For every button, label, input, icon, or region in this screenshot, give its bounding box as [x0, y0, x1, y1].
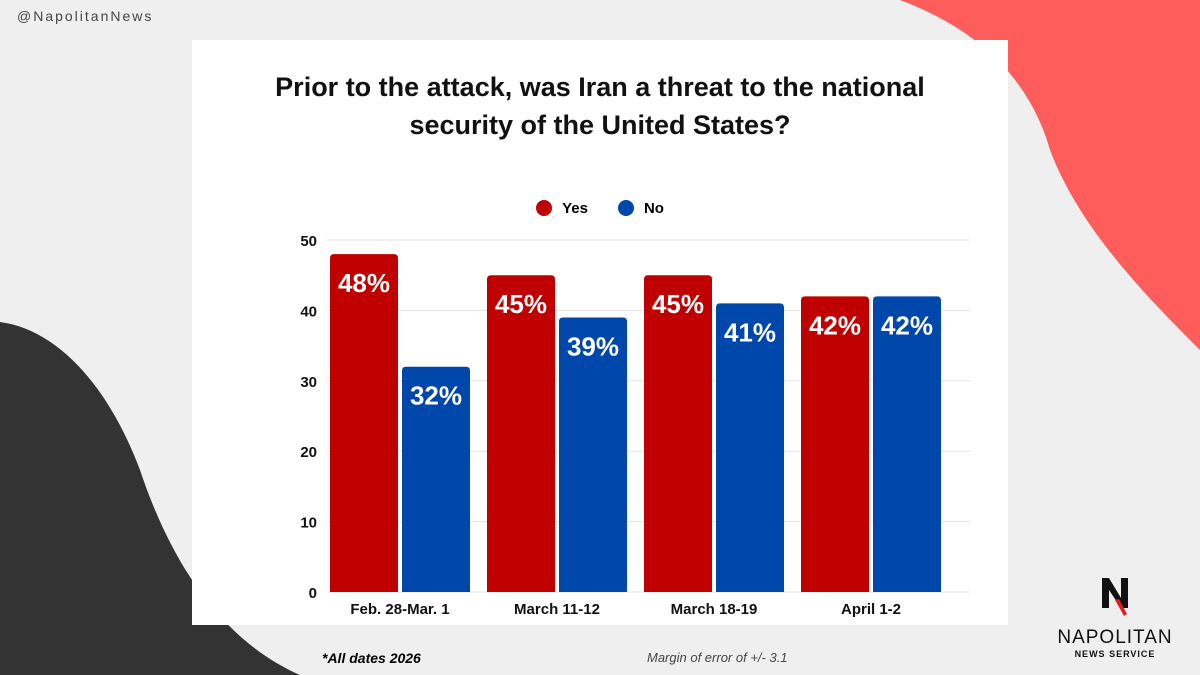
x-tick-label: Feb. 28-Mar. 1 [350, 601, 449, 618]
red-blob [900, 0, 1200, 350]
bar-no [873, 296, 941, 592]
y-tick-label: 50 [300, 233, 317, 250]
data-label: 32% [410, 381, 462, 411]
bar-no [716, 303, 784, 592]
logo-n-icon [1102, 578, 1128, 616]
dark-blob [0, 322, 300, 675]
legend-no-label: No [643, 200, 664, 217]
y-tick-label: 20 [300, 444, 317, 461]
napolitan-logo: NAPOLITAN NEWS SERVICE [1050, 578, 1180, 659]
data-label: 39% [567, 331, 619, 361]
bar-no [559, 317, 627, 592]
data-label: 41% [724, 317, 776, 347]
data-label: 45% [652, 289, 704, 319]
legend-yes: Yes [536, 200, 588, 217]
logo-subtitle: NEWS SERVICE [1074, 649, 1156, 659]
legend-no: No [617, 200, 664, 217]
x-tick-label: March 18-19 [671, 601, 758, 618]
bar-chart: 0 10 20 30 40 50 48% 32% Feb. 28-Mar. 1 45% 39% Mar… [300, 233, 970, 618]
chart-card: Prior to the attack, was Iran a threat t… [192, 40, 1008, 625]
legend: Yes No [192, 200, 1008, 217]
bar-yes [644, 275, 712, 592]
footnote: *All dates 2026 [322, 650, 421, 666]
y-tick-label: 30 [300, 374, 317, 391]
data-label: 42% [809, 310, 861, 340]
x-tick-label: April 1-2 [841, 601, 901, 618]
bar-yes [487, 275, 555, 592]
data-label: 45% [495, 289, 547, 319]
data-label: 48% [338, 268, 390, 298]
bar-yes [801, 296, 869, 592]
margin-of-error: Margin of error of +/- 3.1 [647, 650, 788, 665]
data-label: 42% [881, 310, 933, 340]
social-handle: @NapolitanNews [17, 8, 154, 24]
y-tick-label: 0 [309, 585, 317, 602]
legend-yes-swatch [536, 200, 553, 216]
legend-yes-label: Yes [562, 200, 588, 217]
legend-no-swatch [617, 200, 634, 216]
y-tick-label: 40 [300, 303, 317, 320]
chart-title: Prior to the attack, was Iran a threat t… [275, 72, 925, 140]
bar-no [402, 366, 470, 592]
x-tick-label: March 11-12 [514, 601, 600, 618]
y-tick-label: 10 [300, 515, 317, 532]
bar-yes [330, 254, 398, 592]
logo-name: NAPOLITAN [1057, 627, 1173, 648]
